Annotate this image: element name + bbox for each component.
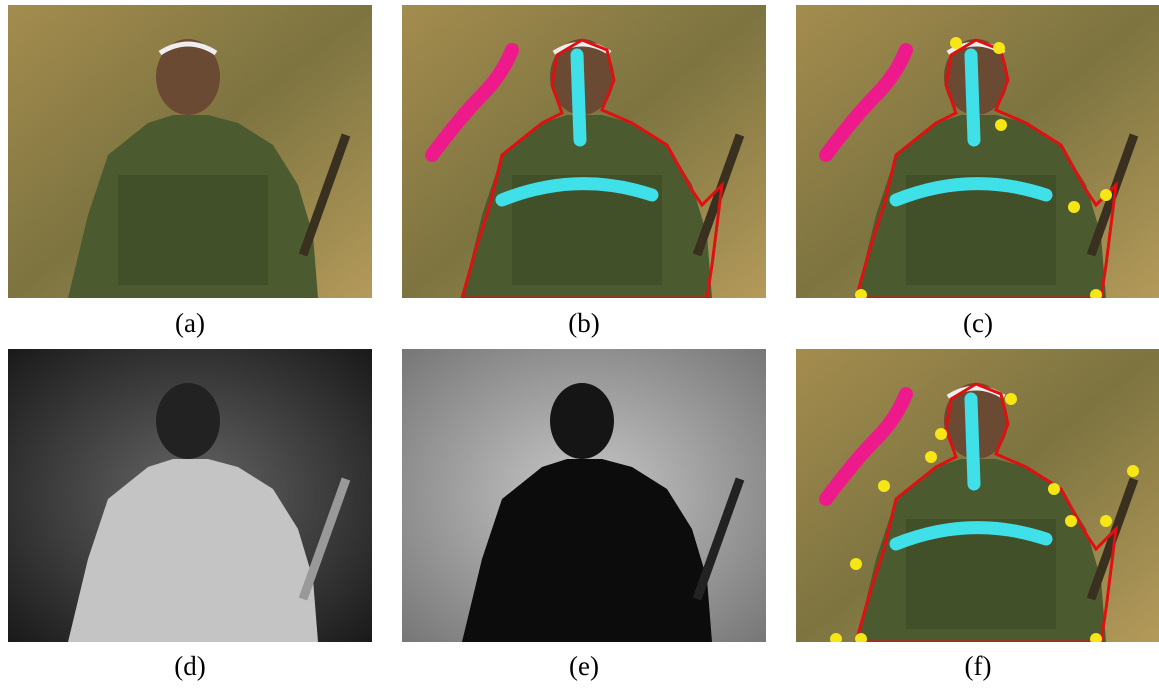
panel-caption: (d) [174,651,205,681]
image-panel [402,5,766,298]
control-point [1090,633,1102,645]
control-point [995,119,1007,131]
panel-caption: (e) [569,651,599,681]
panel-caption: (b) [568,308,599,338]
backpack [118,175,268,285]
control-point [993,42,1005,54]
soldier-head [156,383,220,459]
control-point [878,480,890,492]
figure: (a) (b) (c) (d) (e) (f) [0,0,1159,688]
image-panel [8,349,372,642]
control-point [1065,515,1077,527]
foreground-stroke [971,55,974,140]
control-point [1100,189,1112,201]
image-panel [796,349,1159,645]
soldier-head [550,383,614,459]
control-point [1068,201,1080,213]
control-point [935,428,947,440]
control-point [1005,393,1017,405]
panel-caption: (c) [963,308,993,338]
foreground-stroke [577,55,580,140]
panel-caption: (a) [175,308,205,338]
control-point [925,451,937,463]
control-point [1100,515,1112,527]
control-point [855,289,867,301]
control-point [855,633,867,645]
control-point [1127,465,1139,477]
control-point [850,558,862,570]
panel-caption: (f) [965,651,992,681]
control-point [1048,483,1060,495]
image-panel [796,5,1159,301]
image-panel [8,5,372,298]
control-point [1090,289,1102,301]
foreground-stroke [971,399,974,484]
control-point [830,633,842,645]
image-panel [402,349,766,642]
control-point [950,37,962,49]
